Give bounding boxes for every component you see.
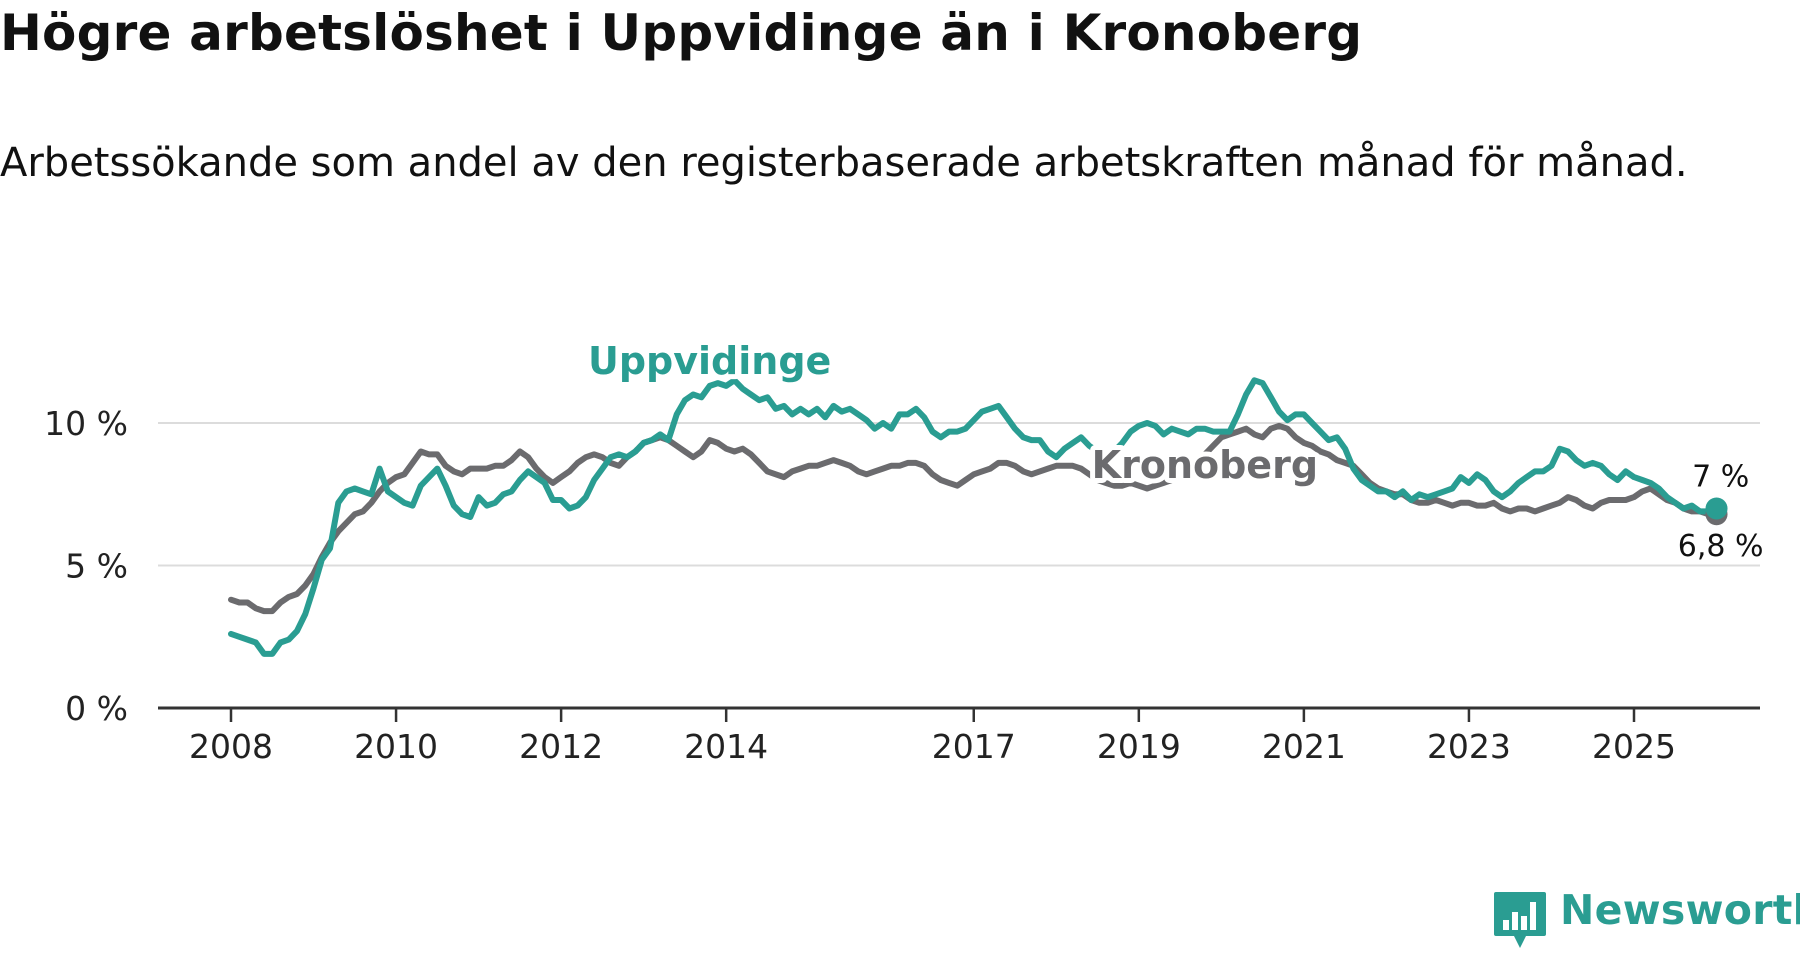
chart-title: Högre arbetslöshet i Uppvidinge än i Kro…: [0, 4, 1363, 62]
series-line-kronoberg: [228, 422, 1720, 615]
series-label-uppvidinge: Uppvidinge: [588, 339, 831, 383]
series-lines: [228, 377, 1728, 657]
x-tick-label: 2025: [1592, 727, 1676, 766]
x-tick-label: 2014: [684, 727, 768, 766]
end-label-uppvidinge: 7 %: [1692, 460, 1749, 495]
x-tick-label: 2019: [1097, 727, 1181, 766]
x-axis: [158, 706, 1760, 722]
end-label-kronoberg: 6,8 %: [1678, 529, 1764, 564]
grid-lines: [158, 422, 1760, 567]
x-tick-label: 2023: [1427, 727, 1511, 766]
labels: 0 % 5 % 10 % 2008 2010 2012 2014 2017 2019 2021 20…: [44, 334, 1764, 766]
series-label-kronoberg: Kronoberg: [1092, 443, 1318, 487]
x-tick-label: 2010: [354, 727, 438, 766]
series-label-kronoberg-halo: Kronoberg: [1092, 443, 1318, 487]
y-tick-label: 10 %: [44, 404, 128, 443]
x-tick-label: 2021: [1262, 727, 1346, 766]
y-tick-label: 0 %: [65, 689, 128, 728]
series-line-uppvidinge: [228, 377, 1720, 657]
series-label-uppvidinge-halo: Uppvidinge: [588, 339, 831, 383]
chart-subtitle: Arbetssökande som andel av den registerb…: [0, 140, 1688, 186]
brand-name: Newsworthy: [1560, 886, 1800, 934]
end-point-uppvidinge: [1705, 497, 1728, 520]
chart-bars-icon: [1494, 892, 1546, 948]
y-tick-label: 5 %: [65, 547, 128, 586]
x-tick-label: 2012: [519, 727, 603, 766]
x-tick-label: 2008: [189, 727, 273, 766]
x-tick-label: 2017: [932, 727, 1016, 766]
